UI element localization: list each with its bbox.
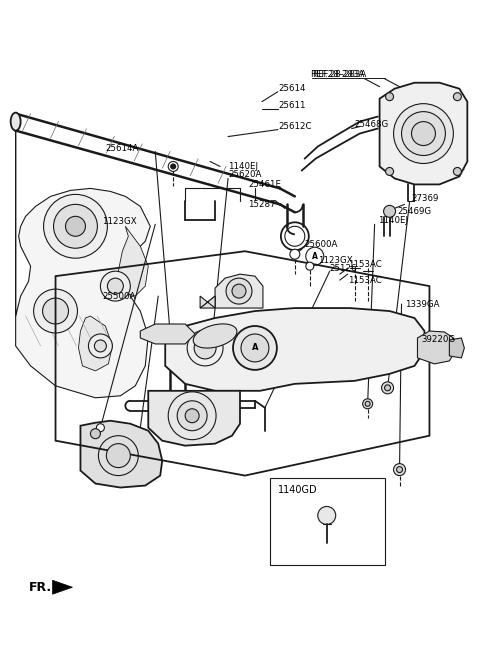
Circle shape xyxy=(454,92,461,100)
Text: REF.28-283A: REF.28-283A xyxy=(312,70,366,79)
Text: 25611: 25611 xyxy=(278,101,305,110)
Circle shape xyxy=(194,337,216,359)
Circle shape xyxy=(177,401,207,431)
Circle shape xyxy=(232,284,246,298)
Text: 1339GA: 1339GA xyxy=(405,300,439,308)
Polygon shape xyxy=(140,324,195,344)
Polygon shape xyxy=(52,581,72,594)
Polygon shape xyxy=(16,127,150,398)
Text: FR.: FR. xyxy=(29,581,52,594)
Circle shape xyxy=(402,112,445,155)
Text: 25468G: 25468G xyxy=(355,120,389,129)
Polygon shape xyxy=(200,296,215,308)
Circle shape xyxy=(96,424,104,432)
Text: 1123GX: 1123GX xyxy=(102,217,137,226)
Text: 27369: 27369 xyxy=(411,194,439,203)
Text: 25500A: 25500A xyxy=(102,292,136,300)
Circle shape xyxy=(185,409,199,422)
Text: 25620A: 25620A xyxy=(228,170,262,179)
Circle shape xyxy=(306,262,314,270)
Circle shape xyxy=(382,382,394,394)
Circle shape xyxy=(318,506,336,524)
Circle shape xyxy=(226,278,252,304)
Circle shape xyxy=(88,334,112,358)
Polygon shape xyxy=(215,274,263,308)
Circle shape xyxy=(241,334,269,362)
Circle shape xyxy=(168,161,178,171)
Ellipse shape xyxy=(11,113,21,131)
Text: 25614A: 25614A xyxy=(106,144,139,153)
Circle shape xyxy=(90,429,100,439)
Polygon shape xyxy=(449,338,464,358)
Text: 39220G: 39220G xyxy=(421,335,456,344)
Text: 25469G: 25469G xyxy=(397,207,432,216)
Text: 25612C: 25612C xyxy=(278,122,312,131)
Circle shape xyxy=(65,216,85,236)
Text: A: A xyxy=(252,344,258,352)
Polygon shape xyxy=(418,331,456,364)
Circle shape xyxy=(365,401,370,406)
Polygon shape xyxy=(119,226,148,296)
Circle shape xyxy=(384,385,391,391)
Text: 1140EJ: 1140EJ xyxy=(378,216,408,225)
Text: 1153AC: 1153AC xyxy=(348,276,382,285)
Circle shape xyxy=(396,466,403,472)
Text: 1140GD: 1140GD xyxy=(278,485,317,495)
Text: 25614: 25614 xyxy=(278,84,305,93)
Circle shape xyxy=(306,247,324,265)
Circle shape xyxy=(100,271,130,301)
Text: 1123GX: 1123GX xyxy=(318,256,352,265)
Circle shape xyxy=(454,167,461,175)
Text: 25126: 25126 xyxy=(330,264,357,273)
Polygon shape xyxy=(380,83,468,184)
Circle shape xyxy=(363,399,372,409)
Circle shape xyxy=(107,443,130,468)
Text: REF.28-283A: REF.28-283A xyxy=(310,70,364,79)
Polygon shape xyxy=(148,391,240,445)
Circle shape xyxy=(108,278,123,294)
Circle shape xyxy=(385,92,394,100)
Circle shape xyxy=(290,249,300,259)
Circle shape xyxy=(394,104,454,163)
Circle shape xyxy=(43,298,69,324)
Bar xyxy=(270,478,384,565)
Polygon shape xyxy=(200,296,215,308)
Polygon shape xyxy=(81,420,162,487)
Circle shape xyxy=(384,205,396,217)
Circle shape xyxy=(54,205,97,248)
Polygon shape xyxy=(78,316,112,371)
Text: 1153AC: 1153AC xyxy=(348,260,382,269)
Ellipse shape xyxy=(193,324,237,348)
Circle shape xyxy=(411,121,435,146)
Circle shape xyxy=(171,164,176,169)
Circle shape xyxy=(394,464,406,476)
Circle shape xyxy=(233,326,277,370)
Text: 15287: 15287 xyxy=(248,200,276,209)
Text: 25600A: 25600A xyxy=(305,239,338,249)
Polygon shape xyxy=(165,308,424,391)
Text: 1140EJ: 1140EJ xyxy=(228,162,258,171)
Circle shape xyxy=(34,289,77,333)
Circle shape xyxy=(385,167,394,175)
Circle shape xyxy=(44,194,108,258)
Circle shape xyxy=(95,340,107,352)
Text: A: A xyxy=(312,252,318,260)
Text: 25461E: 25461E xyxy=(248,180,281,189)
